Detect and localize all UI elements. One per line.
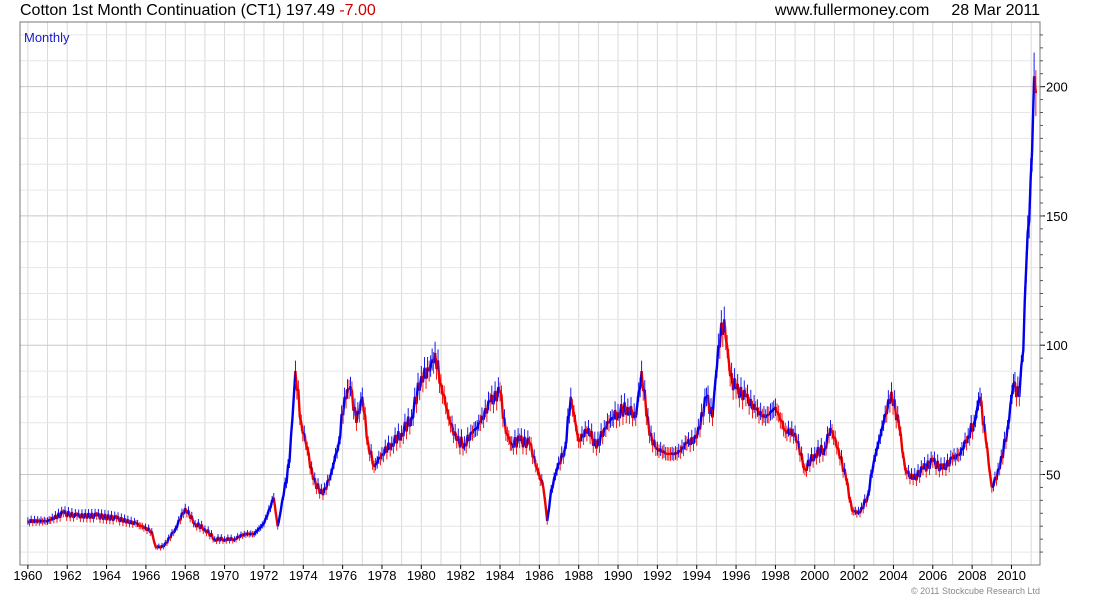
x-tick-label: 2010 (997, 568, 1026, 583)
x-tick-label: 1964 (92, 568, 121, 583)
chart-title: Cotton 1st Month Continuation (CT1) 197.… (20, 2, 376, 20)
price-line-segment (408, 396, 416, 427)
x-tick-label: 1986 (525, 568, 554, 583)
x-tick-label: 1974 (289, 568, 318, 583)
x-tick-label: 2008 (958, 568, 987, 583)
x-tick-label: 1984 (486, 568, 515, 583)
y-tick-label: 150 (1046, 209, 1068, 224)
x-tick-label: 1996 (722, 568, 751, 583)
x-tick-label: 1966 (131, 568, 160, 583)
x-tick-label: 1998 (761, 568, 790, 583)
price-line-segment (373, 457, 380, 468)
x-tick-label: 1972 (249, 568, 278, 583)
x-tick-label: 2006 (918, 568, 947, 583)
price-series (27, 52, 1038, 551)
axes: 50 100 150 200 1960 1962 1964 1966 1968 1970 1972 1… (13, 34, 1068, 583)
x-tick-label: 1988 (564, 568, 593, 583)
grid-lines (20, 22, 1040, 565)
price-line-segment (1018, 76, 1036, 397)
y-tick-label: 50 (1046, 468, 1060, 483)
copyright-notice: © 2011 Stockcube Research Ltd (910, 586, 1040, 596)
price-line-segment (172, 519, 180, 534)
x-tick-label: 1960 (13, 568, 42, 583)
chart-source: www.fullermoney.com 28 Mar 2011 (775, 2, 1040, 20)
x-tick-label: 1982 (446, 568, 475, 583)
x-tick-label: 1970 (210, 568, 239, 583)
x-tick-label: 1962 (53, 568, 82, 583)
x-tick-label: 1976 (328, 568, 357, 583)
source-link[interactable]: www.fullermoney.com (774, 2, 930, 19)
y-tick-label: 200 (1046, 80, 1068, 95)
y-tick-label: 100 (1046, 338, 1068, 353)
x-tick-label: 1994 (682, 568, 711, 583)
instrument-name: Cotton 1st Month Continuation (CT1) (20, 2, 282, 19)
price-line-segment (150, 531, 158, 549)
x-tick-label: 2000 (800, 568, 829, 583)
x-tick-label: 2002 (840, 568, 869, 583)
chart-date: 28 Mar 2011 (951, 2, 1040, 19)
x-tick-label: 1968 (171, 568, 200, 583)
x-tick-label: 2004 (879, 568, 908, 583)
x-tick-label: 1990 (604, 568, 633, 583)
price-change: -7.00 (339, 2, 376, 19)
x-tick-label: 1992 (643, 568, 672, 583)
x-tick-label: 1978 (368, 568, 397, 583)
frequency-label: Monthly (24, 30, 70, 45)
price-line-segment (497, 386, 505, 419)
last-price: 197.49 (285, 2, 335, 19)
price-line-segment (540, 479, 549, 522)
x-tick-label: 1980 (407, 568, 436, 583)
price-line-segment (526, 437, 534, 458)
